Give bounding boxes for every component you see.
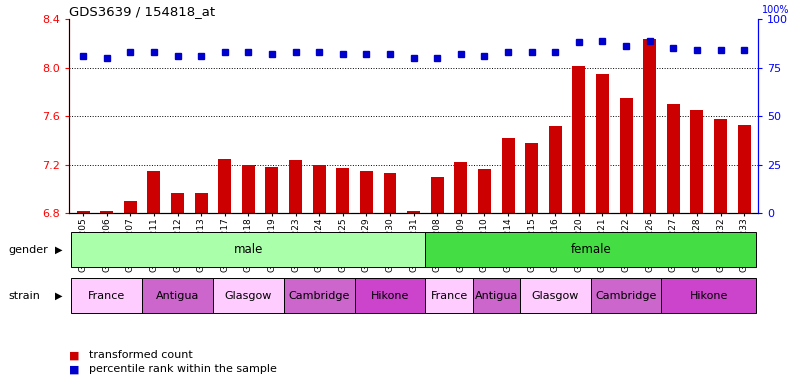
Bar (284, 278, 354, 313)
Bar (738, 125, 751, 213)
Text: France: France (431, 291, 468, 301)
Bar (596, 74, 609, 213)
Text: Antigua: Antigua (156, 291, 200, 301)
Bar (478, 169, 491, 213)
Bar (426, 278, 473, 313)
Bar (454, 162, 467, 213)
Bar (313, 165, 326, 213)
Text: Cambridge: Cambridge (289, 291, 350, 301)
Bar (620, 98, 633, 213)
Bar (667, 104, 680, 213)
Bar (662, 278, 756, 313)
Text: female: female (570, 243, 611, 256)
Bar (426, 232, 756, 267)
Bar (124, 201, 137, 213)
Bar (71, 232, 426, 267)
Text: ▶: ▶ (55, 245, 63, 255)
Text: GDS3639 / 154818_at: GDS3639 / 154818_at (69, 5, 215, 18)
Text: transformed count: transformed count (89, 350, 193, 360)
Bar (142, 278, 213, 313)
Bar (360, 171, 373, 213)
Bar (148, 171, 161, 213)
Bar (520, 278, 590, 313)
Bar (384, 173, 397, 213)
Bar (431, 177, 444, 213)
Text: Hikone: Hikone (689, 291, 728, 301)
Text: Glasgow: Glasgow (531, 291, 579, 301)
Bar (242, 165, 255, 213)
Bar (101, 211, 114, 213)
Text: ▶: ▶ (55, 291, 63, 301)
Bar (354, 278, 426, 313)
Bar (407, 211, 420, 213)
Text: Hikone: Hikone (371, 291, 410, 301)
Bar (714, 119, 727, 213)
Text: strain: strain (8, 291, 40, 301)
Text: Glasgow: Glasgow (225, 291, 272, 301)
Bar (590, 278, 662, 313)
Bar (690, 110, 703, 213)
Text: Cambridge: Cambridge (595, 291, 657, 301)
Bar (195, 192, 208, 213)
Text: ■: ■ (69, 350, 79, 360)
Text: male: male (234, 243, 263, 256)
Bar (526, 143, 539, 213)
Text: Antigua: Antigua (474, 291, 518, 301)
Text: gender: gender (8, 245, 48, 255)
Text: ■: ■ (69, 364, 79, 374)
Bar (71, 278, 142, 313)
Bar (573, 66, 586, 213)
Bar (213, 278, 284, 313)
Bar (76, 211, 89, 213)
Text: percentile rank within the sample: percentile rank within the sample (89, 364, 277, 374)
Text: France: France (88, 291, 126, 301)
Bar (643, 39, 656, 213)
Bar (501, 138, 514, 213)
Bar (549, 126, 562, 213)
Bar (289, 160, 302, 213)
Bar (473, 278, 520, 313)
Bar (218, 159, 231, 213)
Bar (265, 167, 278, 213)
Text: 100%: 100% (762, 5, 790, 15)
Bar (171, 192, 184, 213)
Bar (337, 168, 350, 213)
